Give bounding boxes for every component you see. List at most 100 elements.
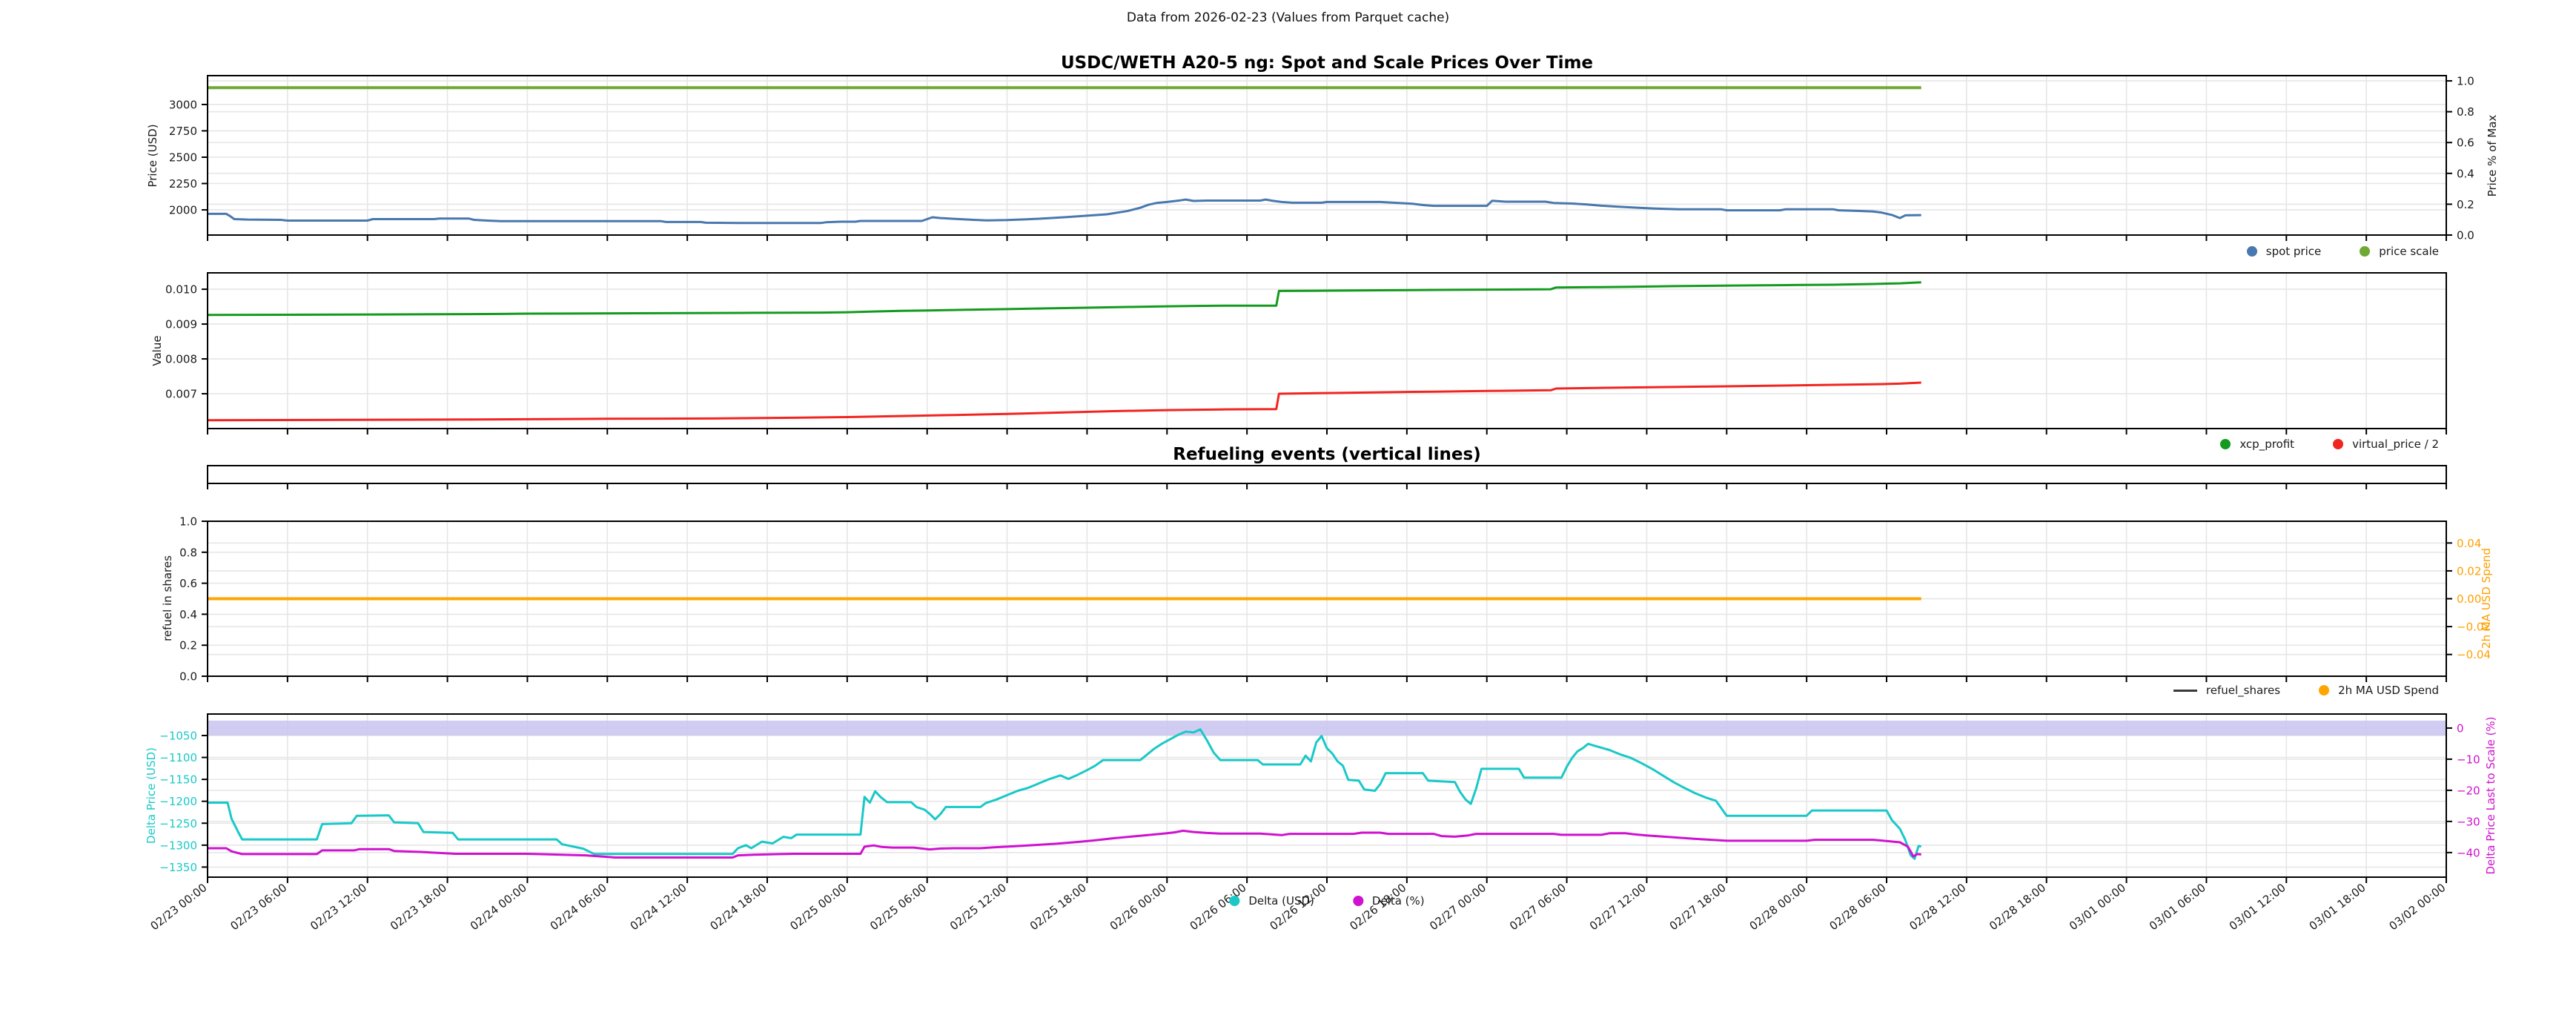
figure-suptitle: Data from 2026-02-23 (Values from Parque… — [1126, 10, 1450, 25]
panel5-ylabel-left: Delta Price (USD) — [145, 747, 158, 844]
svg-text:0.04: 0.04 — [2457, 537, 2481, 550]
panel1-title: USDC/WETH A20-5 ng: Spot and Scale Price… — [1060, 53, 1594, 73]
svg-text:−0.02: −0.02 — [2457, 621, 2491, 634]
svg-text:02/28 18:00: 02/28 18:00 — [1987, 881, 2048, 933]
svg-text:0.02: 0.02 — [2457, 564, 2481, 578]
svg-text:03/02 00:00: 03/02 00:00 — [2386, 881, 2448, 933]
svg-text:02/28 00:00: 02/28 00:00 — [1747, 881, 1809, 933]
legend-item-xcp-profit: xcp_profit — [2220, 437, 2294, 451]
svg-text:−1250: −1250 — [159, 817, 197, 830]
panel5-ylabel-right: Delta Price Last to Scale (%) — [2484, 716, 2497, 875]
price-scale-dot-icon — [2360, 246, 2371, 257]
svg-text:−30: −30 — [2457, 815, 2480, 828]
svg-text:02/25 12:00: 02/25 12:00 — [947, 881, 1009, 933]
svg-text:02/27 00:00: 02/27 00:00 — [1427, 881, 1489, 933]
svg-text:02/24 06:00: 02/24 06:00 — [548, 881, 609, 933]
legend-label: price scale — [2379, 245, 2439, 258]
legend-item-delta-usd: Delta (USD) — [1229, 894, 1314, 908]
svg-text:03/01 00:00: 03/01 00:00 — [2067, 881, 2128, 933]
svg-text:−1100: −1100 — [159, 751, 197, 764]
svg-text:0.4: 0.4 — [2457, 167, 2474, 180]
svg-text:0.8: 0.8 — [2457, 105, 2474, 119]
svg-text:−10: −10 — [2457, 753, 2480, 766]
svg-text:0.00: 0.00 — [2457, 592, 2481, 606]
svg-text:0.010: 0.010 — [165, 283, 197, 297]
svg-text:−1300: −1300 — [159, 839, 197, 852]
spot-price-dot-icon — [2246, 246, 2257, 257]
svg-text:0.0: 0.0 — [179, 670, 197, 684]
svg-text:02/25 06:00: 02/25 06:00 — [867, 881, 929, 933]
svg-text:02/27 06:00: 02/27 06:00 — [1507, 881, 1569, 933]
svg-text:02/25 00:00: 02/25 00:00 — [787, 881, 849, 933]
panel2-ylabel-left: Value — [150, 335, 164, 366]
legend-label: spot price — [2265, 245, 2322, 258]
panel3-title: Refueling events (vertical lines) — [1173, 445, 1481, 464]
panel4-ylabel-left: refuel in shares — [161, 555, 174, 641]
svg-text:0.008: 0.008 — [165, 353, 197, 366]
legend-label: Delta (USD) — [1248, 894, 1314, 908]
svg-text:02/23 06:00: 02/23 06:00 — [228, 881, 289, 933]
legend-item-refuel-shares: refuel_shares — [2173, 684, 2280, 697]
legend-item-usd-spend: 2h MA USD Spend — [2319, 684, 2439, 697]
svg-text:02/23 12:00: 02/23 12:00 — [308, 881, 369, 933]
legend-label: 2h MA USD Spend — [2338, 684, 2439, 697]
svg-text:−1050: −1050 — [159, 729, 197, 742]
svg-text:02/24 18:00: 02/24 18:00 — [707, 881, 769, 933]
panel1-ylabel-right: Price % of Max — [2486, 114, 2499, 197]
svg-text:−0.04: −0.04 — [2457, 648, 2491, 661]
svg-text:2250: 2250 — [169, 177, 197, 191]
svg-text:1.0: 1.0 — [2457, 75, 2474, 88]
usd-spend-dot-icon — [2319, 685, 2330, 695]
svg-text:02/24 12:00: 02/24 12:00 — [628, 881, 689, 933]
panel4-legend: refuel_shares 2h MA USD Spend — [2173, 684, 2439, 697]
xcp-profit-dot-icon — [2220, 439, 2231, 449]
svg-text:0.6: 0.6 — [2457, 136, 2474, 150]
svg-text:02/28 12:00: 02/28 12:00 — [1907, 881, 1968, 933]
svg-text:0.4: 0.4 — [179, 608, 197, 621]
svg-text:2000: 2000 — [169, 204, 197, 217]
svg-text:0.0: 0.0 — [2457, 229, 2474, 242]
legend-label: xcp_profit — [2239, 437, 2295, 451]
legend-item-price-scale: price scale — [2360, 245, 2439, 258]
svg-text:02/27 18:00: 02/27 18:00 — [1667, 881, 1729, 933]
svg-text:0.2: 0.2 — [179, 639, 197, 652]
panel1-ylabel-left: Price (USD) — [146, 124, 159, 188]
svg-text:2500: 2500 — [169, 151, 197, 164]
legend-label: Delta (%) — [1371, 894, 1425, 908]
svg-text:02/25 18:00: 02/25 18:00 — [1027, 881, 1089, 933]
legend-item-spot-price: spot price — [2246, 245, 2322, 258]
panel1-legend: spot price price scale — [2246, 245, 2439, 258]
svg-text:02/24 00:00: 02/24 00:00 — [468, 881, 529, 933]
svg-text:0.007: 0.007 — [165, 388, 197, 401]
svg-text:02/28 06:00: 02/28 06:00 — [1827, 881, 1888, 933]
svg-text:03/01 06:00: 03/01 06:00 — [2147, 881, 2208, 933]
svg-text:−1350: −1350 — [159, 861, 197, 874]
svg-text:02/26 00:00: 02/26 00:00 — [1107, 881, 1169, 933]
delta-usd-dot-icon — [1229, 896, 1240, 906]
delta-pct-dot-icon — [1352, 896, 1363, 906]
legend-item-virtual-price: virtual_price / 2 — [2333, 437, 2439, 451]
svg-text:1.0: 1.0 — [179, 515, 197, 529]
svg-text:02/23 00:00: 02/23 00:00 — [148, 881, 209, 933]
svg-text:03/01 12:00: 03/01 12:00 — [2227, 881, 2288, 933]
refuel-shares-line-icon — [2173, 689, 2197, 692]
svg-text:0.2: 0.2 — [2457, 198, 2474, 211]
svg-text:03/01 18:00: 03/01 18:00 — [2307, 881, 2368, 933]
panel2-legend: xcp_profit virtual_price / 2 — [2220, 437, 2439, 451]
svg-text:0.009: 0.009 — [165, 318, 197, 331]
virtual-price-dot-icon — [2333, 439, 2344, 449]
svg-text:−40: −40 — [2457, 846, 2480, 859]
legend-label: virtual_price / 2 — [2352, 437, 2439, 451]
legend-item-delta-pct: Delta (%) — [1352, 894, 1425, 908]
svg-text:2750: 2750 — [169, 125, 197, 138]
panel5-legend: Delta (USD) Delta (%) — [1229, 894, 1425, 908]
panel4-ylabel-right: 2h MA USD Spend — [2480, 548, 2493, 649]
svg-text:0: 0 — [2457, 721, 2464, 735]
svg-text:02/23 18:00: 02/23 18:00 — [388, 881, 449, 933]
svg-text:0.8: 0.8 — [179, 546, 197, 559]
svg-text:−1150: −1150 — [159, 773, 197, 787]
svg-text:02/27 12:00: 02/27 12:00 — [1587, 881, 1649, 933]
svg-text:3000: 3000 — [169, 98, 197, 111]
